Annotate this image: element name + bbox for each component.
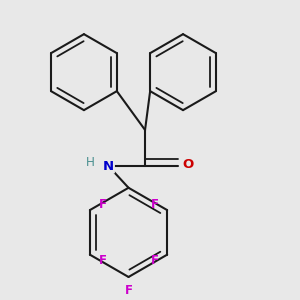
Text: F: F [124,284,133,297]
Text: F: F [151,254,159,267]
Text: O: O [182,158,194,171]
Text: F: F [98,198,106,211]
Text: F: F [98,254,106,267]
Text: F: F [151,198,159,211]
Text: N: N [103,160,114,173]
Text: O: O [182,158,194,171]
Text: N: N [103,160,114,173]
Text: H: H [86,156,95,169]
